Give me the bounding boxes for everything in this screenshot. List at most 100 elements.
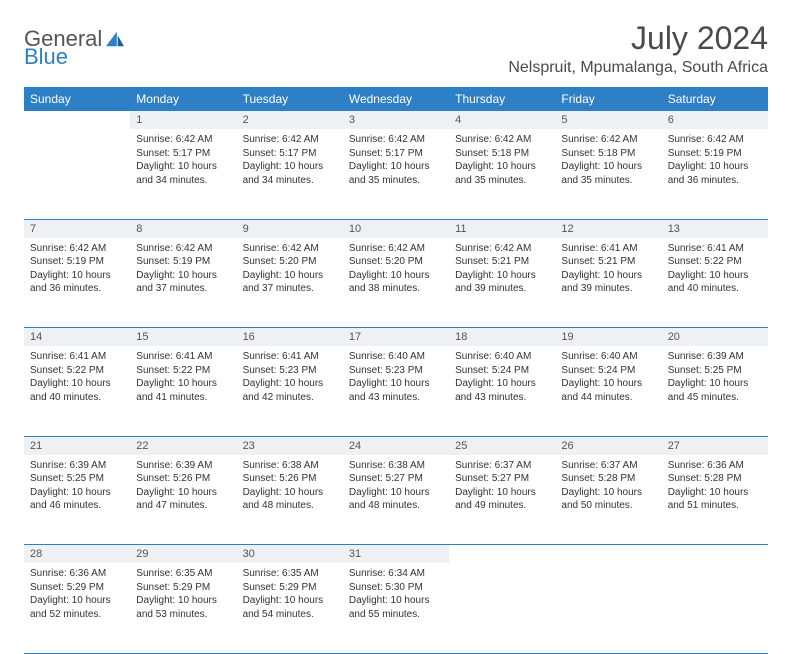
day-number: 2	[237, 111, 343, 129]
day-cell-line: Sunset: 5:24 PM	[455, 364, 549, 378]
day-number	[24, 111, 130, 129]
day-cell-line: Sunset: 5:18 PM	[455, 147, 549, 161]
day-cell-line: Sunset: 5:28 PM	[668, 472, 762, 486]
day-cell-line: Sunset: 5:30 PM	[349, 581, 443, 595]
content-row: Sunrise: 6:42 AMSunset: 5:17 PMDaylight:…	[24, 129, 768, 219]
day-cell: Sunrise: 6:39 AMSunset: 5:25 PMDaylight:…	[662, 346, 768, 436]
content-row: Sunrise: 6:41 AMSunset: 5:22 PMDaylight:…	[24, 346, 768, 436]
day-cell-line: Sunrise: 6:41 AM	[30, 350, 124, 364]
day-number: 22	[130, 436, 236, 455]
day-cell-line: Daylight: 10 hours and 37 minutes.	[136, 269, 230, 296]
day-number: 21	[24, 436, 130, 455]
day-cell-line: Sunset: 5:29 PM	[243, 581, 337, 595]
day-cell-line: Sunset: 5:24 PM	[561, 364, 655, 378]
day-number: 24	[343, 436, 449, 455]
day-cell-line: Daylight: 10 hours and 45 minutes.	[668, 377, 762, 404]
day-number: 31	[343, 545, 449, 564]
day-cell: Sunrise: 6:35 AMSunset: 5:29 PMDaylight:…	[130, 563, 236, 653]
day-cell-line: Daylight: 10 hours and 51 minutes.	[668, 486, 762, 513]
day-cell: Sunrise: 6:40 AMSunset: 5:24 PMDaylight:…	[555, 346, 661, 436]
weekday-wednesday: Wednesday	[343, 87, 449, 111]
title-block: July 2024 Nelspruit, Mpumalanga, South A…	[508, 20, 768, 77]
day-cell: Sunrise: 6:42 AMSunset: 5:17 PMDaylight:…	[130, 129, 236, 219]
day-cell-line: Sunset: 5:20 PM	[243, 255, 337, 269]
logo-text-blue: Blue	[24, 44, 68, 70]
day-cell-line: Sunset: 5:17 PM	[243, 147, 337, 161]
day-cell-line: Sunrise: 6:42 AM	[668, 133, 762, 147]
calendar-table: Sunday Monday Tuesday Wednesday Thursday…	[24, 87, 768, 654]
day-cell-line: Sunrise: 6:42 AM	[455, 133, 549, 147]
day-cell-line: Sunrise: 6:42 AM	[136, 133, 230, 147]
day-cell-line: Sunset: 5:25 PM	[668, 364, 762, 378]
day-cell-line: Sunrise: 6:40 AM	[455, 350, 549, 364]
day-cell: Sunrise: 6:36 AMSunset: 5:28 PMDaylight:…	[662, 455, 768, 545]
day-number: 29	[130, 545, 236, 564]
day-number: 13	[662, 219, 768, 238]
day-cell-line: Daylight: 10 hours and 35 minutes.	[455, 160, 549, 187]
day-cell: Sunrise: 6:42 AMSunset: 5:17 PMDaylight:…	[343, 129, 449, 219]
day-cell	[24, 129, 130, 219]
day-cell: Sunrise: 6:41 AMSunset: 5:22 PMDaylight:…	[130, 346, 236, 436]
day-cell-line: Daylight: 10 hours and 53 minutes.	[136, 594, 230, 621]
day-cell-line: Daylight: 10 hours and 48 minutes.	[243, 486, 337, 513]
day-cell-line: Daylight: 10 hours and 55 minutes.	[349, 594, 443, 621]
day-number: 9	[237, 219, 343, 238]
weekday-thursday: Thursday	[449, 87, 555, 111]
content-row: Sunrise: 6:39 AMSunset: 5:25 PMDaylight:…	[24, 455, 768, 545]
day-cell-line: Sunrise: 6:41 AM	[243, 350, 337, 364]
day-cell-line: Daylight: 10 hours and 40 minutes.	[668, 269, 762, 296]
day-cell-line: Daylight: 10 hours and 36 minutes.	[668, 160, 762, 187]
day-cell-line: Sunset: 5:21 PM	[455, 255, 549, 269]
day-cell: Sunrise: 6:38 AMSunset: 5:27 PMDaylight:…	[343, 455, 449, 545]
day-cell-line: Sunset: 5:29 PM	[30, 581, 124, 595]
weekday-sunday: Sunday	[24, 87, 130, 111]
day-cell-line: Sunrise: 6:42 AM	[243, 133, 337, 147]
day-cell: Sunrise: 6:40 AMSunset: 5:23 PMDaylight:…	[343, 346, 449, 436]
day-cell: Sunrise: 6:36 AMSunset: 5:29 PMDaylight:…	[24, 563, 130, 653]
day-cell-line: Sunset: 5:20 PM	[349, 255, 443, 269]
day-number: 26	[555, 436, 661, 455]
day-cell-line: Sunrise: 6:42 AM	[455, 242, 549, 256]
day-cell-line: Sunrise: 6:42 AM	[349, 242, 443, 256]
day-number: 14	[24, 328, 130, 347]
weekday-tuesday: Tuesday	[237, 87, 343, 111]
day-cell-line: Daylight: 10 hours and 43 minutes.	[349, 377, 443, 404]
day-cell: Sunrise: 6:37 AMSunset: 5:27 PMDaylight:…	[449, 455, 555, 545]
day-cell	[555, 563, 661, 653]
day-cell: Sunrise: 6:39 AMSunset: 5:26 PMDaylight:…	[130, 455, 236, 545]
day-cell: Sunrise: 6:42 AMSunset: 5:20 PMDaylight:…	[237, 238, 343, 328]
day-cell-line: Sunrise: 6:41 AM	[136, 350, 230, 364]
daynum-row: 21222324252627	[24, 436, 768, 455]
weekday-header-row: Sunday Monday Tuesday Wednesday Thursday…	[24, 87, 768, 111]
day-cell: Sunrise: 6:42 AMSunset: 5:19 PMDaylight:…	[24, 238, 130, 328]
day-cell-line: Sunset: 5:22 PM	[30, 364, 124, 378]
day-number: 10	[343, 219, 449, 238]
day-cell: Sunrise: 6:42 AMSunset: 5:18 PMDaylight:…	[449, 129, 555, 219]
day-number: 16	[237, 328, 343, 347]
day-number: 1	[130, 111, 236, 129]
day-cell: Sunrise: 6:42 AMSunset: 5:19 PMDaylight:…	[130, 238, 236, 328]
day-number	[449, 545, 555, 564]
day-cell-line: Sunrise: 6:42 AM	[30, 242, 124, 256]
day-cell-line: Daylight: 10 hours and 54 minutes.	[243, 594, 337, 621]
day-cell-line: Sunrise: 6:37 AM	[455, 459, 549, 473]
day-number: 27	[662, 436, 768, 455]
weekday-friday: Friday	[555, 87, 661, 111]
day-cell-line: Daylight: 10 hours and 37 minutes.	[243, 269, 337, 296]
day-number: 6	[662, 111, 768, 129]
day-cell-line: Sunrise: 6:41 AM	[561, 242, 655, 256]
day-cell-line: Sunset: 5:23 PM	[243, 364, 337, 378]
day-cell: Sunrise: 6:38 AMSunset: 5:26 PMDaylight:…	[237, 455, 343, 545]
day-cell-line: Sunrise: 6:41 AM	[668, 242, 762, 256]
day-cell: Sunrise: 6:41 AMSunset: 5:22 PMDaylight:…	[662, 238, 768, 328]
day-cell: Sunrise: 6:41 AMSunset: 5:23 PMDaylight:…	[237, 346, 343, 436]
day-cell-line: Daylight: 10 hours and 39 minutes.	[455, 269, 549, 296]
day-cell: Sunrise: 6:37 AMSunset: 5:28 PMDaylight:…	[555, 455, 661, 545]
day-cell-line: Sunrise: 6:36 AM	[668, 459, 762, 473]
day-number: 17	[343, 328, 449, 347]
day-cell-line: Sunrise: 6:40 AM	[561, 350, 655, 364]
day-number: 15	[130, 328, 236, 347]
day-cell-line: Daylight: 10 hours and 41 minutes.	[136, 377, 230, 404]
day-cell-line: Sunrise: 6:38 AM	[349, 459, 443, 473]
day-cell-line: Daylight: 10 hours and 49 minutes.	[455, 486, 549, 513]
